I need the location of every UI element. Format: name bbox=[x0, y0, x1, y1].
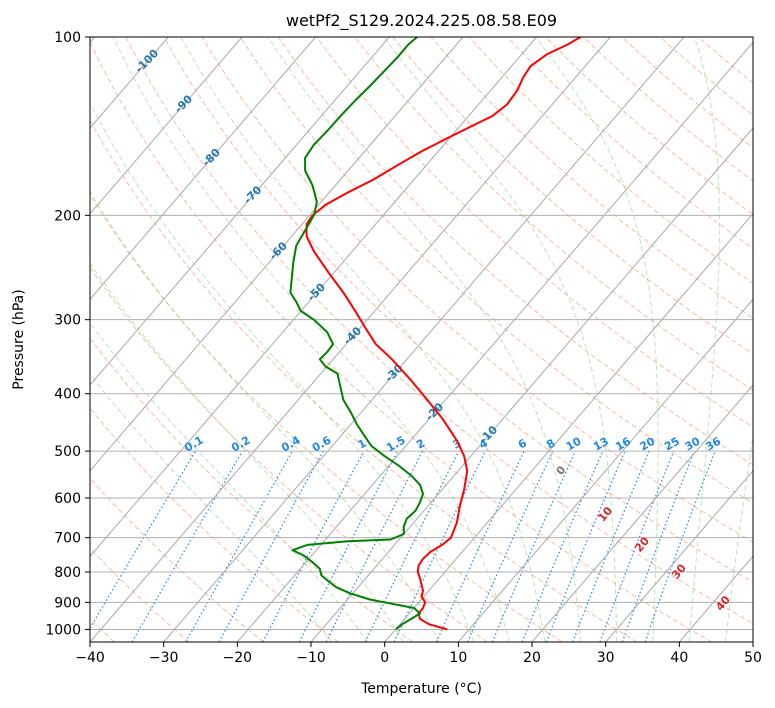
isotherm-line bbox=[310, 127, 753, 642]
moist-adiabat-line bbox=[688, 37, 720, 642]
mixing-ratio-line bbox=[364, 450, 460, 642]
dewpoint-line bbox=[289, 37, 424, 631]
moist-adiabat-line bbox=[112, 37, 510, 642]
x-tick-label: −40 bbox=[75, 650, 105, 666]
moist-adiabat-line bbox=[90, 190, 439, 642]
mixing-ratio-label: 2 bbox=[414, 437, 427, 452]
mixing-ratio-label: 6 bbox=[516, 436, 529, 451]
plot-area: 0.1 0.2 0.4 0.6 1 1.5 2 3 4 6 8 10 13 16 20 25 30 36-100-… bbox=[90, 37, 753, 642]
dry-adiabat-line bbox=[201, 37, 753, 543]
mixing-ratio-line bbox=[644, 450, 716, 642]
y-tick-label: 200 bbox=[54, 208, 81, 224]
x-tick-label: 40 bbox=[670, 650, 688, 666]
y-axis-ticks: 100 200 300 400 500 600 700 800 900 1000 bbox=[45, 30, 90, 638]
mixing-ratio-line bbox=[466, 450, 554, 642]
isotherm-line bbox=[752, 641, 753, 642]
isotherm-line bbox=[457, 298, 753, 642]
x-tick-label: 10 bbox=[449, 650, 467, 666]
moist-adiabat-line bbox=[535, 37, 659, 642]
y-tick-label: 1000 bbox=[45, 622, 81, 638]
skewed-isotherms bbox=[90, 37, 753, 642]
dry-adiabat-line bbox=[90, 407, 339, 642]
moist-adiabat-line bbox=[90, 321, 369, 642]
x-tick-label: −20 bbox=[223, 650, 253, 666]
moist-adiabat-line bbox=[383, 37, 618, 642]
line-labels: 0.1 0.2 0.4 0.6 1 1.5 2 3 4 6 8 10 13 16 20 25 30 36-100-… bbox=[133, 47, 734, 614]
dry-adiabat-line bbox=[163, 37, 753, 583]
y-tick-label: 800 bbox=[54, 565, 81, 581]
x-tick-label: 20 bbox=[523, 650, 541, 666]
mixing-ratio-line bbox=[218, 450, 324, 642]
isotherm-line bbox=[236, 41, 753, 642]
dry-adiabat-line bbox=[545, 37, 753, 216]
y-tick-label: 500 bbox=[54, 444, 81, 460]
y-tick-label: 900 bbox=[54, 595, 81, 611]
mixing-ratio-line bbox=[185, 450, 294, 642]
isotherm-line bbox=[90, 37, 390, 386]
isotherm-line bbox=[90, 37, 611, 642]
plot-frame bbox=[89, 36, 754, 643]
y-tick-label: 300 bbox=[54, 313, 81, 329]
dry-adiabat-line bbox=[90, 477, 264, 642]
dry-adiabat-line bbox=[354, 37, 753, 391]
y-axis-label: Pressure (hPa) bbox=[11, 289, 27, 389]
isotherm-line bbox=[90, 37, 316, 301]
dry-adiabat-line bbox=[621, 37, 753, 149]
pressure-gridlines bbox=[90, 37, 753, 630]
dry-adiabat-line bbox=[90, 40, 712, 642]
mixing-ratio-line bbox=[435, 450, 525, 642]
x-tick-label: 30 bbox=[597, 650, 615, 666]
dry-adiabat-line bbox=[90, 119, 638, 642]
dry-adiabat-line bbox=[239, 37, 753, 504]
isotherm-label: -100 bbox=[133, 47, 162, 76]
moist-adiabat-line bbox=[90, 373, 333, 642]
x-axis-label: Temperature (°C) bbox=[360, 681, 482, 697]
dry-adiabat-line bbox=[430, 37, 753, 319]
isotherm-line bbox=[531, 384, 753, 642]
moist-adiabat-line bbox=[725, 433, 753, 642]
mixing-ratio-line bbox=[131, 450, 244, 642]
dry-adiabat-line bbox=[468, 37, 753, 284]
x-tick-label: −10 bbox=[296, 650, 326, 666]
y-tick-label: 700 bbox=[54, 531, 81, 547]
dry-adiabat-line bbox=[90, 337, 414, 642]
profile-series bbox=[289, 37, 582, 631]
mixing-ratio-line bbox=[90, 450, 197, 630]
y-tick-label: 400 bbox=[54, 387, 81, 403]
moist-adiabats bbox=[90, 37, 753, 642]
y-tick-label: 600 bbox=[54, 491, 81, 507]
dry-adiabat-line bbox=[90, 194, 563, 642]
x-tick-label: −30 bbox=[149, 650, 179, 666]
isotherm-line bbox=[90, 37, 464, 472]
mixing-ratio-lines bbox=[90, 450, 716, 642]
x-tick-label: 50 bbox=[744, 650, 762, 666]
dry-adiabat-line bbox=[125, 37, 753, 624]
chart-title: wetPf2_S129.2024.225.08.58.E09 bbox=[286, 11, 557, 31]
dry-adiabats bbox=[90, 37, 753, 642]
moist-adiabat-line bbox=[180, 37, 546, 642]
x-axis-ticks: −40 −30 −20 −10 0 10 20 30 40 50 bbox=[75, 642, 762, 666]
temperature-line bbox=[305, 37, 582, 631]
isotherm-line bbox=[384, 212, 753, 642]
mixing-ratio-line bbox=[521, 450, 604, 642]
dry-adiabat-line bbox=[90, 266, 488, 642]
y-tick-label: 100 bbox=[54, 30, 81, 46]
moist-adiabat-line bbox=[90, 102, 475, 642]
isotherm-line bbox=[163, 37, 685, 642]
mixing-ratio-line bbox=[491, 450, 576, 642]
x-tick-label: 0 bbox=[380, 650, 389, 666]
isotherm-line bbox=[605, 469, 753, 642]
isotherm-line bbox=[90, 37, 243, 215]
